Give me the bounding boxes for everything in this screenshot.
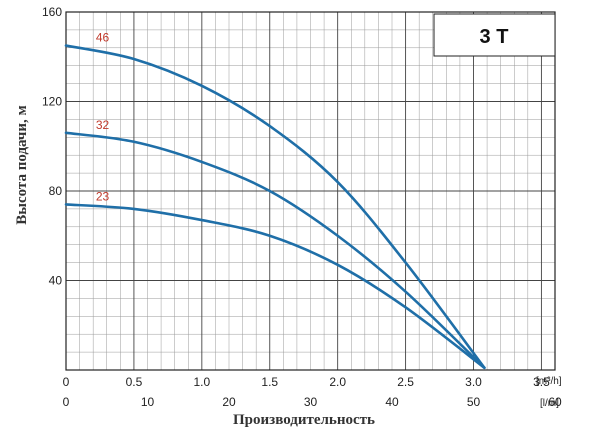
- y-tick-label: 80: [49, 184, 63, 198]
- curves: 46 32 23: [64, 31, 486, 370]
- x-tick-label: 2.5: [397, 375, 414, 389]
- x-axis-label: Производительность: [233, 412, 375, 428]
- series-line-23: [64, 203, 486, 370]
- series-label-32: 32: [96, 118, 110, 132]
- model-title-box: 3 T: [433, 13, 556, 57]
- y-tick-label: 160: [42, 5, 62, 19]
- x-tick-label: 3.5: [533, 375, 550, 389]
- x2-tick-label: 10: [141, 395, 155, 409]
- x2-tick-label: 60: [548, 395, 562, 409]
- x-tick-label: 1.0: [193, 375, 210, 389]
- y-tick-label: 120: [42, 95, 62, 109]
- x2-axis-units: [l/m]: [540, 398, 559, 409]
- series-label-23: 23: [96, 189, 110, 203]
- x2-tick-label: 30: [304, 395, 318, 409]
- series-label-46: 46: [96, 31, 110, 45]
- plot-frame: [65, 11, 556, 371]
- x-tick-label: 3.0: [465, 375, 482, 389]
- major-grid: [66, 12, 555, 370]
- y-tick-labels: 40 80 120 160: [42, 5, 62, 288]
- x-tick-labels: 0 0.5 1.0 1.5 2.0 2.5 3.0 3.5: [63, 375, 550, 389]
- x2-tick-label: 20: [222, 395, 236, 409]
- series-line-46: [64, 44, 486, 370]
- x2-tick-label: 50: [467, 395, 481, 409]
- x2-tick-labels: 0 10 20 30 40 50 60: [63, 395, 562, 409]
- chart-title: 3 T: [480, 26, 509, 48]
- x-tick-label: 0: [63, 375, 70, 389]
- x2-tick-label: 0: [63, 395, 70, 409]
- x-tick-label: 1.5: [261, 375, 278, 389]
- y-axis-label: Высота подачи, м: [14, 105, 30, 225]
- x-tick-label: 2.0: [329, 375, 346, 389]
- series-line-32: [64, 131, 486, 370]
- x-tick-label: 0.5: [126, 375, 143, 389]
- x-axis-units: [m³/h]: [536, 376, 562, 387]
- x2-tick-label: 40: [385, 395, 399, 409]
- y-tick-label: 40: [49, 274, 63, 288]
